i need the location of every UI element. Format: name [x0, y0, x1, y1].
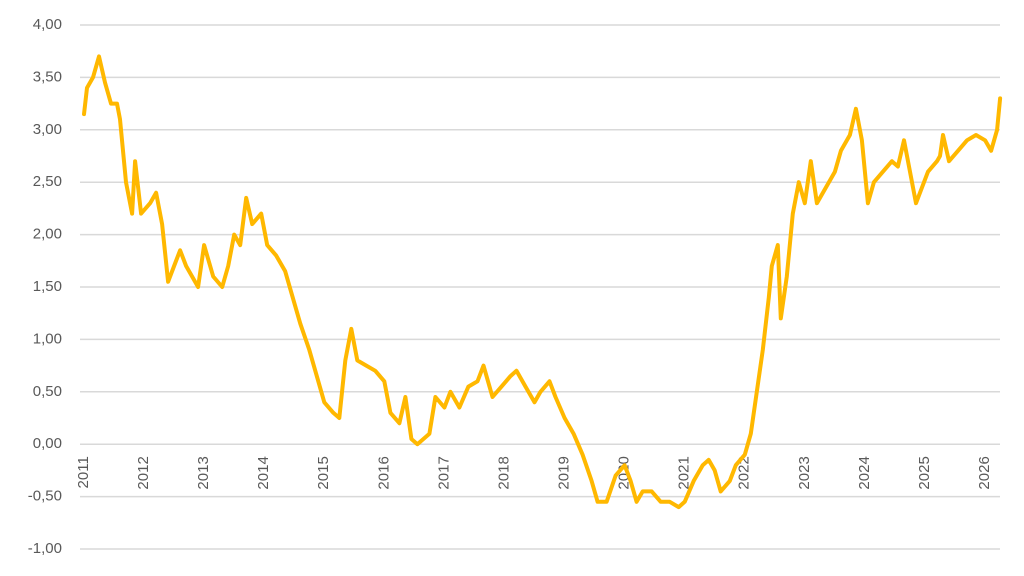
x-tick-label: 2012	[135, 456, 152, 489]
x-tick-label: 2013	[195, 456, 212, 489]
x-tick-label: 2011	[75, 456, 92, 488]
x-tick-label: 2018	[495, 456, 512, 489]
y-tick-label: 0,50	[33, 383, 62, 400]
y-tick-label: -0,50	[28, 488, 62, 505]
y-tick-label: 2,50	[33, 173, 62, 190]
x-tick-label: 2022	[736, 456, 753, 489]
x-tick-label: 2019	[556, 456, 573, 489]
x-tick-label: 2024	[856, 456, 873, 489]
y-tick-label: 1,50	[33, 278, 62, 295]
x-tick-label: 2015	[315, 456, 332, 489]
x-tick-label: 2020	[616, 456, 633, 489]
x-tick-label: 2026	[976, 456, 993, 489]
y-tick-label: 4,00	[33, 16, 62, 33]
y-tick-label: 0,00	[33, 435, 62, 452]
y-tick-label: 1,00	[33, 330, 62, 347]
y-tick-label: 3,00	[33, 121, 62, 138]
x-tick-label: 2017	[435, 456, 452, 489]
y-tick-label: 3,50	[33, 68, 62, 85]
y-tick-label: 2,00	[33, 226, 62, 243]
x-tick-label: 2025	[916, 456, 933, 489]
x-tick-label: 2023	[796, 456, 813, 489]
y-tick-label: -1,00	[28, 540, 62, 557]
x-tick-label: 2014	[255, 456, 272, 489]
x-tick-label: 2016	[375, 456, 392, 489]
data-line	[82, 54, 1003, 510]
x-tick-label: 2021	[676, 456, 693, 489]
